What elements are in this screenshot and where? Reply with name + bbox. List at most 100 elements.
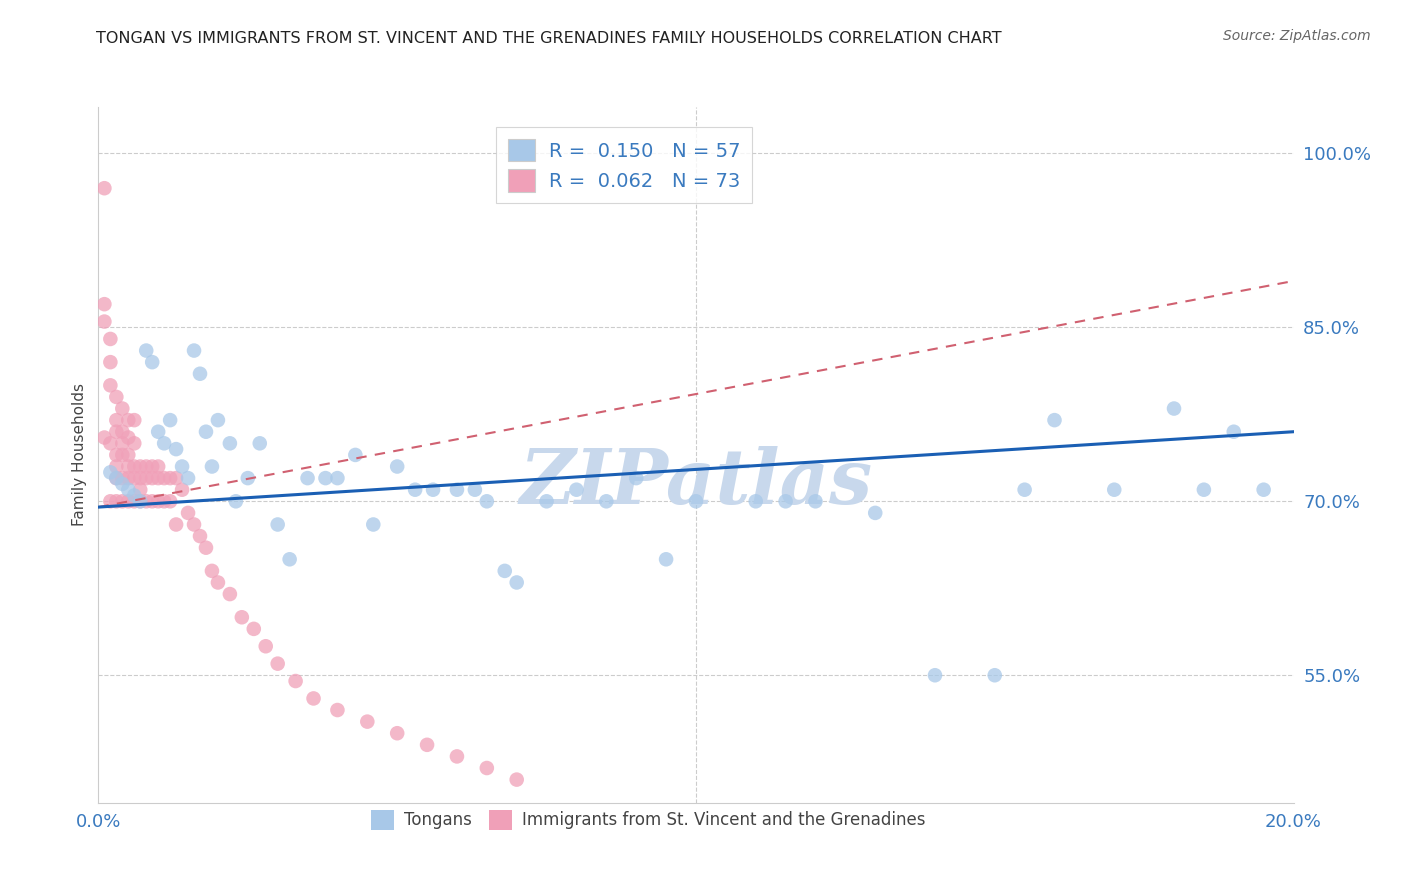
Point bbox=[105, 494, 128, 508]
Point bbox=[183, 517, 205, 532]
Point bbox=[165, 471, 187, 485]
Point bbox=[626, 471, 648, 485]
Point bbox=[105, 471, 128, 485]
Point bbox=[159, 471, 181, 485]
Point bbox=[153, 494, 176, 508]
Point bbox=[98, 332, 122, 346]
Point bbox=[183, 343, 205, 358]
Point bbox=[117, 448, 139, 462]
Point bbox=[1014, 483, 1036, 497]
Point bbox=[302, 691, 325, 706]
Point bbox=[195, 425, 218, 439]
Point bbox=[111, 401, 134, 416]
Point bbox=[201, 459, 224, 474]
Point bbox=[93, 315, 115, 329]
Point bbox=[475, 761, 498, 775]
Point bbox=[117, 471, 139, 485]
Point bbox=[219, 587, 242, 601]
Point bbox=[172, 459, 194, 474]
Point bbox=[135, 459, 157, 474]
Point bbox=[117, 430, 139, 444]
Point bbox=[219, 436, 242, 450]
Point bbox=[506, 575, 529, 590]
Point bbox=[655, 552, 678, 566]
Point bbox=[141, 355, 163, 369]
Point bbox=[129, 494, 152, 508]
Point bbox=[422, 483, 444, 497]
Point bbox=[464, 483, 486, 497]
Point bbox=[984, 668, 1007, 682]
Point bbox=[105, 448, 128, 462]
Point bbox=[93, 430, 115, 444]
Point bbox=[153, 436, 176, 450]
Point bbox=[207, 413, 229, 427]
Point bbox=[188, 367, 211, 381]
Point bbox=[565, 483, 588, 497]
Point bbox=[111, 471, 134, 485]
Point bbox=[207, 575, 229, 590]
Point bbox=[135, 494, 157, 508]
Text: Source: ZipAtlas.com: Source: ZipAtlas.com bbox=[1223, 29, 1371, 43]
Point bbox=[236, 471, 259, 485]
Point bbox=[775, 494, 797, 508]
Text: ZIPatlas: ZIPatlas bbox=[519, 446, 873, 520]
Point bbox=[267, 657, 290, 671]
Point bbox=[111, 476, 134, 491]
Point bbox=[385, 726, 409, 740]
Point bbox=[1043, 413, 1066, 427]
Point bbox=[117, 459, 139, 474]
Point bbox=[297, 471, 319, 485]
Point bbox=[135, 471, 157, 485]
Point bbox=[177, 471, 200, 485]
Point bbox=[201, 564, 224, 578]
Point bbox=[105, 459, 128, 474]
Point bbox=[111, 436, 134, 450]
Point bbox=[98, 466, 122, 480]
Point bbox=[165, 517, 187, 532]
Point bbox=[141, 494, 163, 508]
Point bbox=[1253, 483, 1275, 497]
Point bbox=[267, 517, 290, 532]
Point bbox=[124, 489, 146, 503]
Point bbox=[111, 494, 134, 508]
Point bbox=[93, 181, 115, 195]
Point bbox=[225, 494, 247, 508]
Point bbox=[804, 494, 827, 508]
Point bbox=[129, 471, 152, 485]
Point bbox=[231, 610, 253, 624]
Point bbox=[326, 703, 349, 717]
Point bbox=[344, 448, 367, 462]
Point bbox=[1104, 483, 1126, 497]
Point bbox=[124, 436, 146, 450]
Point bbox=[1192, 483, 1215, 497]
Point bbox=[124, 494, 146, 508]
Point bbox=[188, 529, 211, 543]
Point bbox=[105, 425, 128, 439]
Point bbox=[1223, 425, 1246, 439]
Point bbox=[129, 483, 152, 497]
Point bbox=[385, 459, 409, 474]
Point bbox=[254, 640, 277, 654]
Point bbox=[105, 471, 128, 485]
Point bbox=[148, 459, 170, 474]
Point bbox=[105, 390, 128, 404]
Point bbox=[745, 494, 768, 508]
Point bbox=[326, 471, 349, 485]
Point bbox=[105, 413, 128, 427]
Point bbox=[165, 442, 187, 457]
Point bbox=[117, 413, 139, 427]
Point bbox=[356, 714, 378, 729]
Point bbox=[93, 297, 115, 311]
Point bbox=[124, 413, 146, 427]
Point bbox=[117, 483, 139, 497]
Point bbox=[685, 494, 707, 508]
Point bbox=[536, 494, 558, 508]
Point bbox=[98, 494, 122, 508]
Point bbox=[595, 494, 617, 508]
Point bbox=[315, 471, 337, 485]
Point bbox=[284, 674, 307, 689]
Point bbox=[148, 425, 170, 439]
Point bbox=[124, 471, 146, 485]
Point bbox=[865, 506, 887, 520]
Point bbox=[124, 459, 146, 474]
